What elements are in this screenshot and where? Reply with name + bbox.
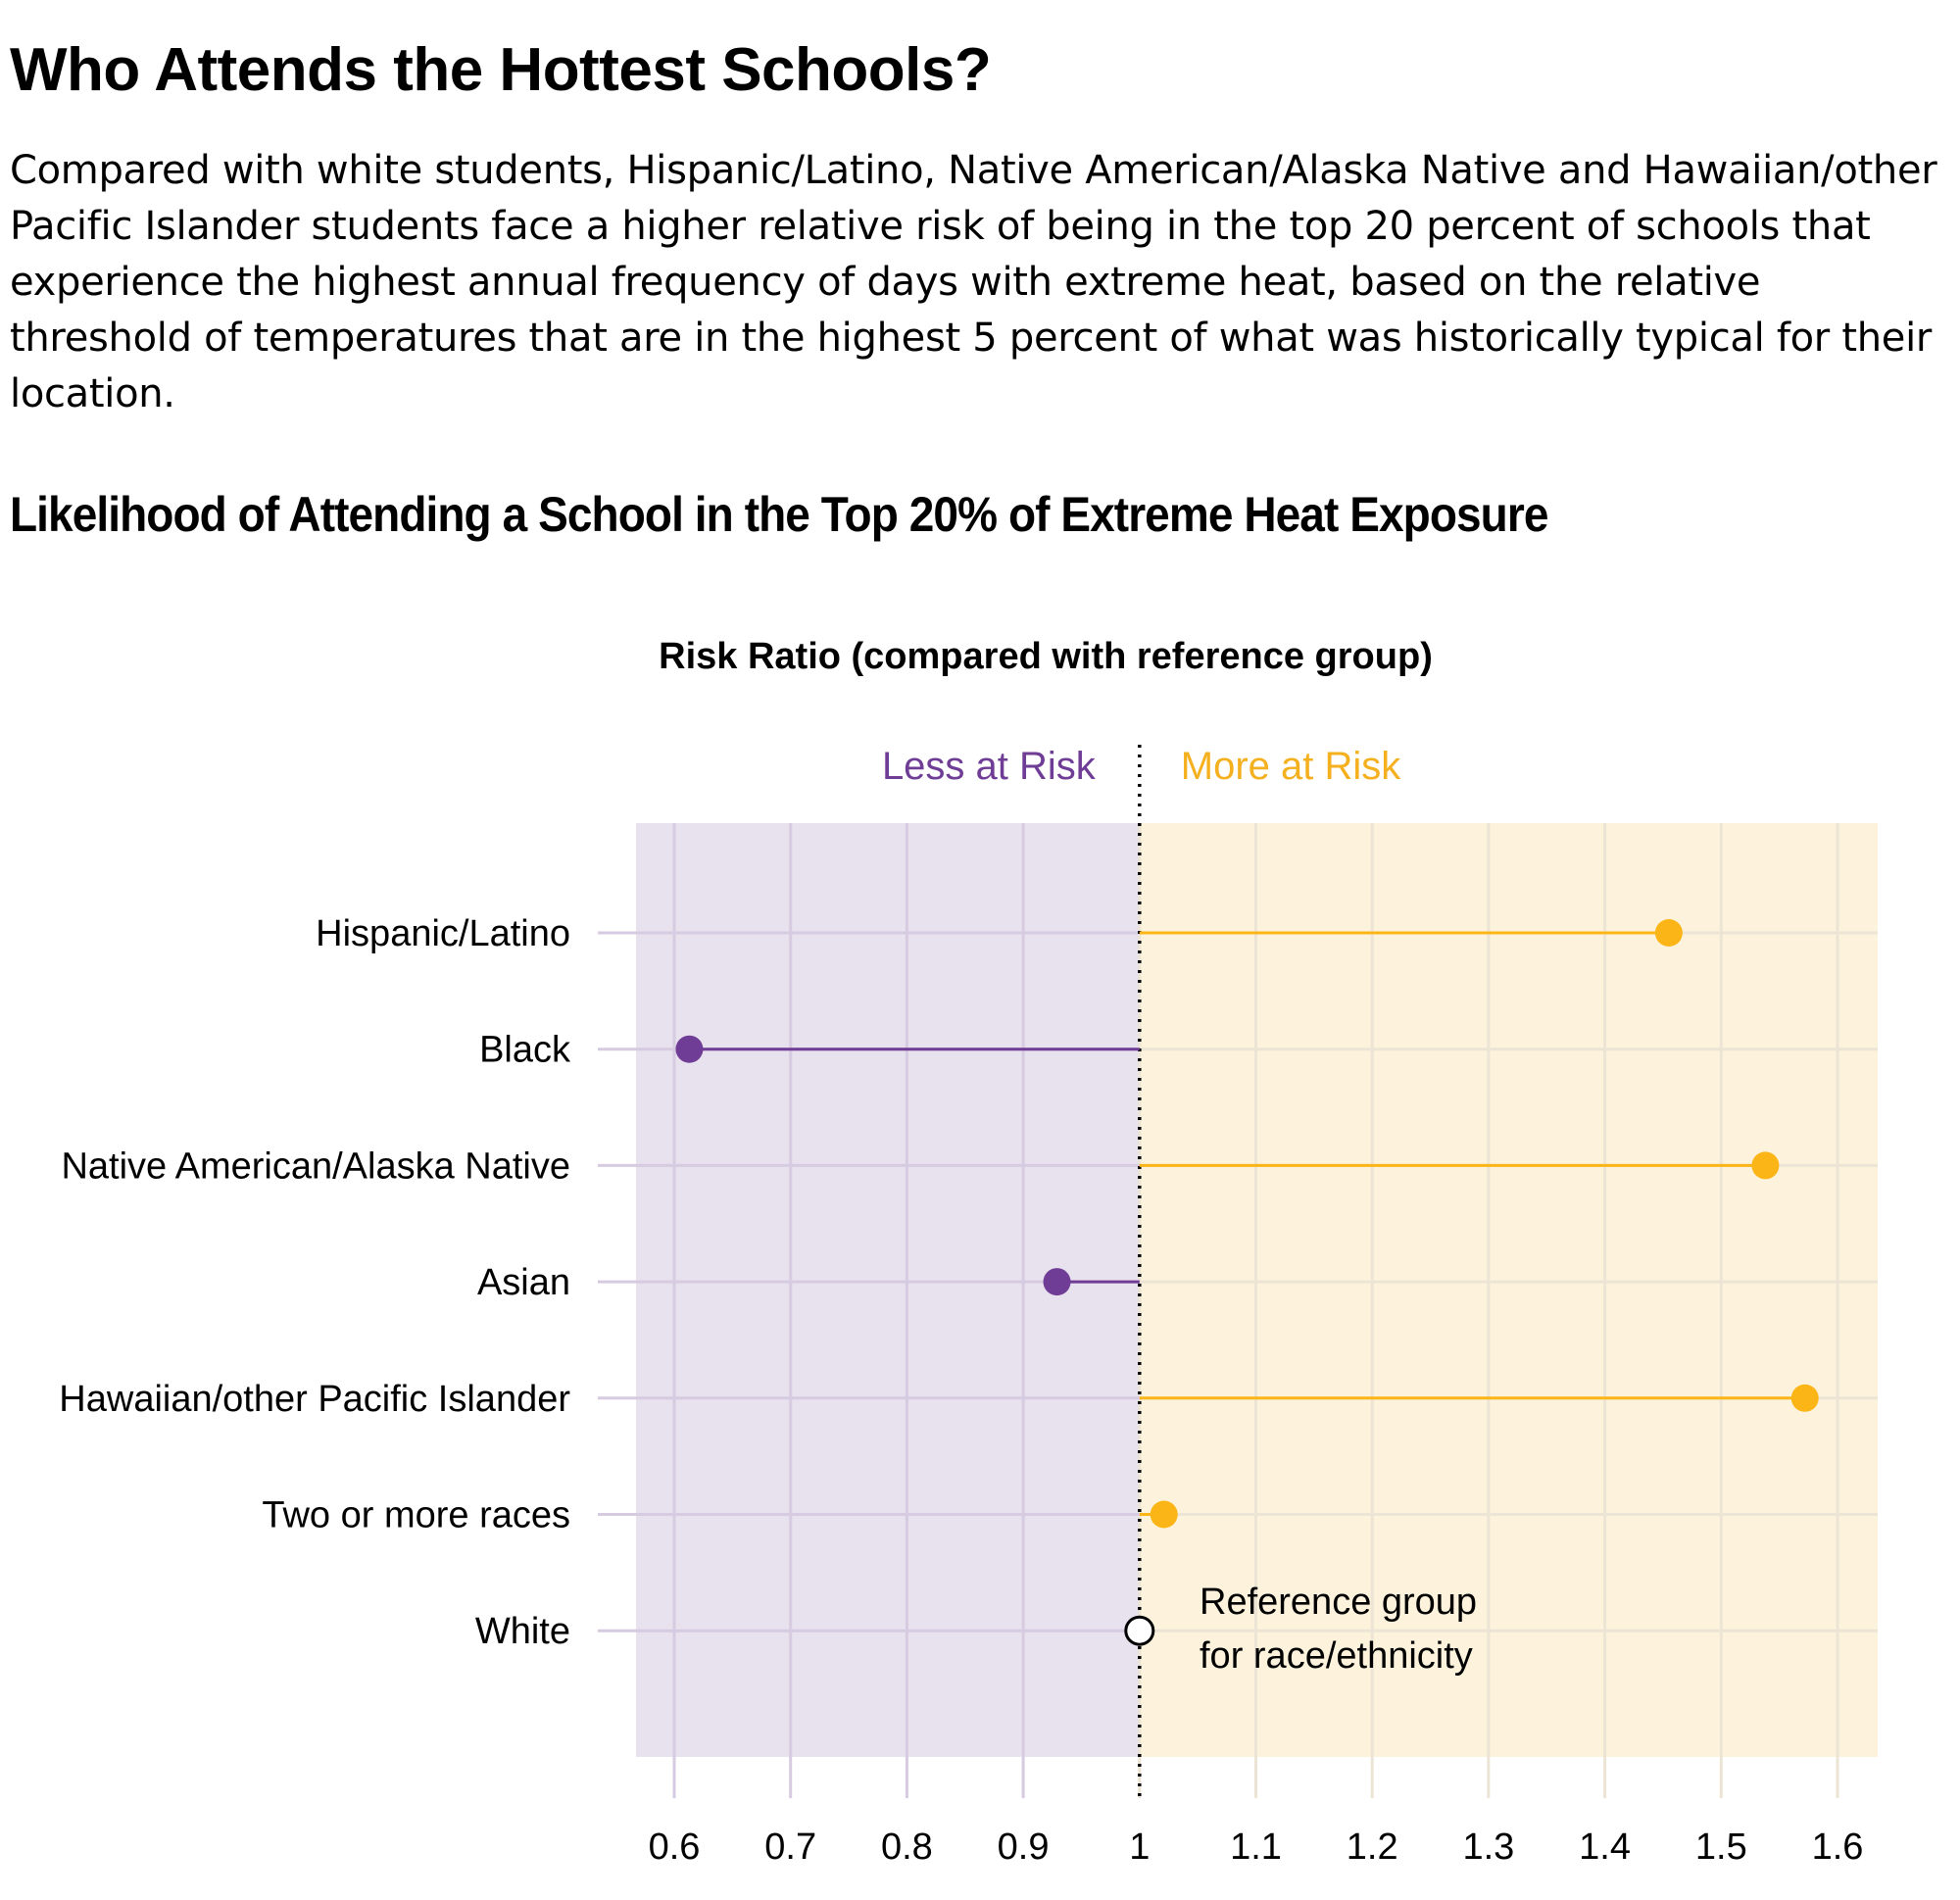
reference-annotation: Reference group — [1200, 1582, 1477, 1623]
data-point — [1790, 1384, 1819, 1412]
x-tick-label: 1.4 — [1579, 1827, 1631, 1868]
more-risk-region — [1139, 823, 1878, 1757]
data-point — [675, 1035, 704, 1063]
x-tick-label: 1 — [1129, 1827, 1150, 1868]
more-at-risk-label: More at Risk — [1181, 745, 1401, 788]
less-at-risk-label: Less at Risk — [882, 745, 1097, 788]
x-tick-label: 0.6 — [649, 1827, 701, 1868]
x-tick-label: 1.1 — [1230, 1827, 1282, 1868]
x-axis-title: Risk Ratio (compared with reference grou… — [659, 636, 1433, 677]
chart-title: Likelihood of Attending a School in the … — [10, 487, 1548, 542]
category-label: Hawaiian/other Pacific Islander — [59, 1379, 570, 1420]
x-tick-label: 0.9 — [998, 1827, 1050, 1868]
x-tick-label: 1.3 — [1462, 1827, 1514, 1868]
description: Compared with white students, Hispanic/L… — [10, 148, 1937, 416]
data-point — [1751, 1151, 1780, 1180]
x-tick-label: 1.5 — [1695, 1827, 1747, 1868]
data-point — [1654, 919, 1683, 947]
category-label: Two or more races — [262, 1495, 570, 1536]
x-tick-label: 1.6 — [1812, 1827, 1864, 1868]
data-point — [1043, 1268, 1071, 1296]
x-tick-label: 1.2 — [1347, 1827, 1398, 1868]
category-label: Hispanic/Latino — [316, 913, 570, 954]
data-point — [1150, 1500, 1178, 1529]
category-label: Black — [479, 1030, 571, 1071]
x-tick-label: 0.7 — [764, 1827, 816, 1868]
category-label: Native American/Alaska Native — [61, 1145, 570, 1187]
category-label: White — [475, 1611, 570, 1652]
category-label: Asian — [477, 1262, 570, 1303]
page-title: Who Attends the Hottest Schools? — [10, 36, 992, 104]
reference-annotation: for race/ethnicity — [1200, 1635, 1473, 1677]
x-tick-label: 0.8 — [881, 1827, 933, 1868]
reference-point — [1124, 1615, 1155, 1646]
